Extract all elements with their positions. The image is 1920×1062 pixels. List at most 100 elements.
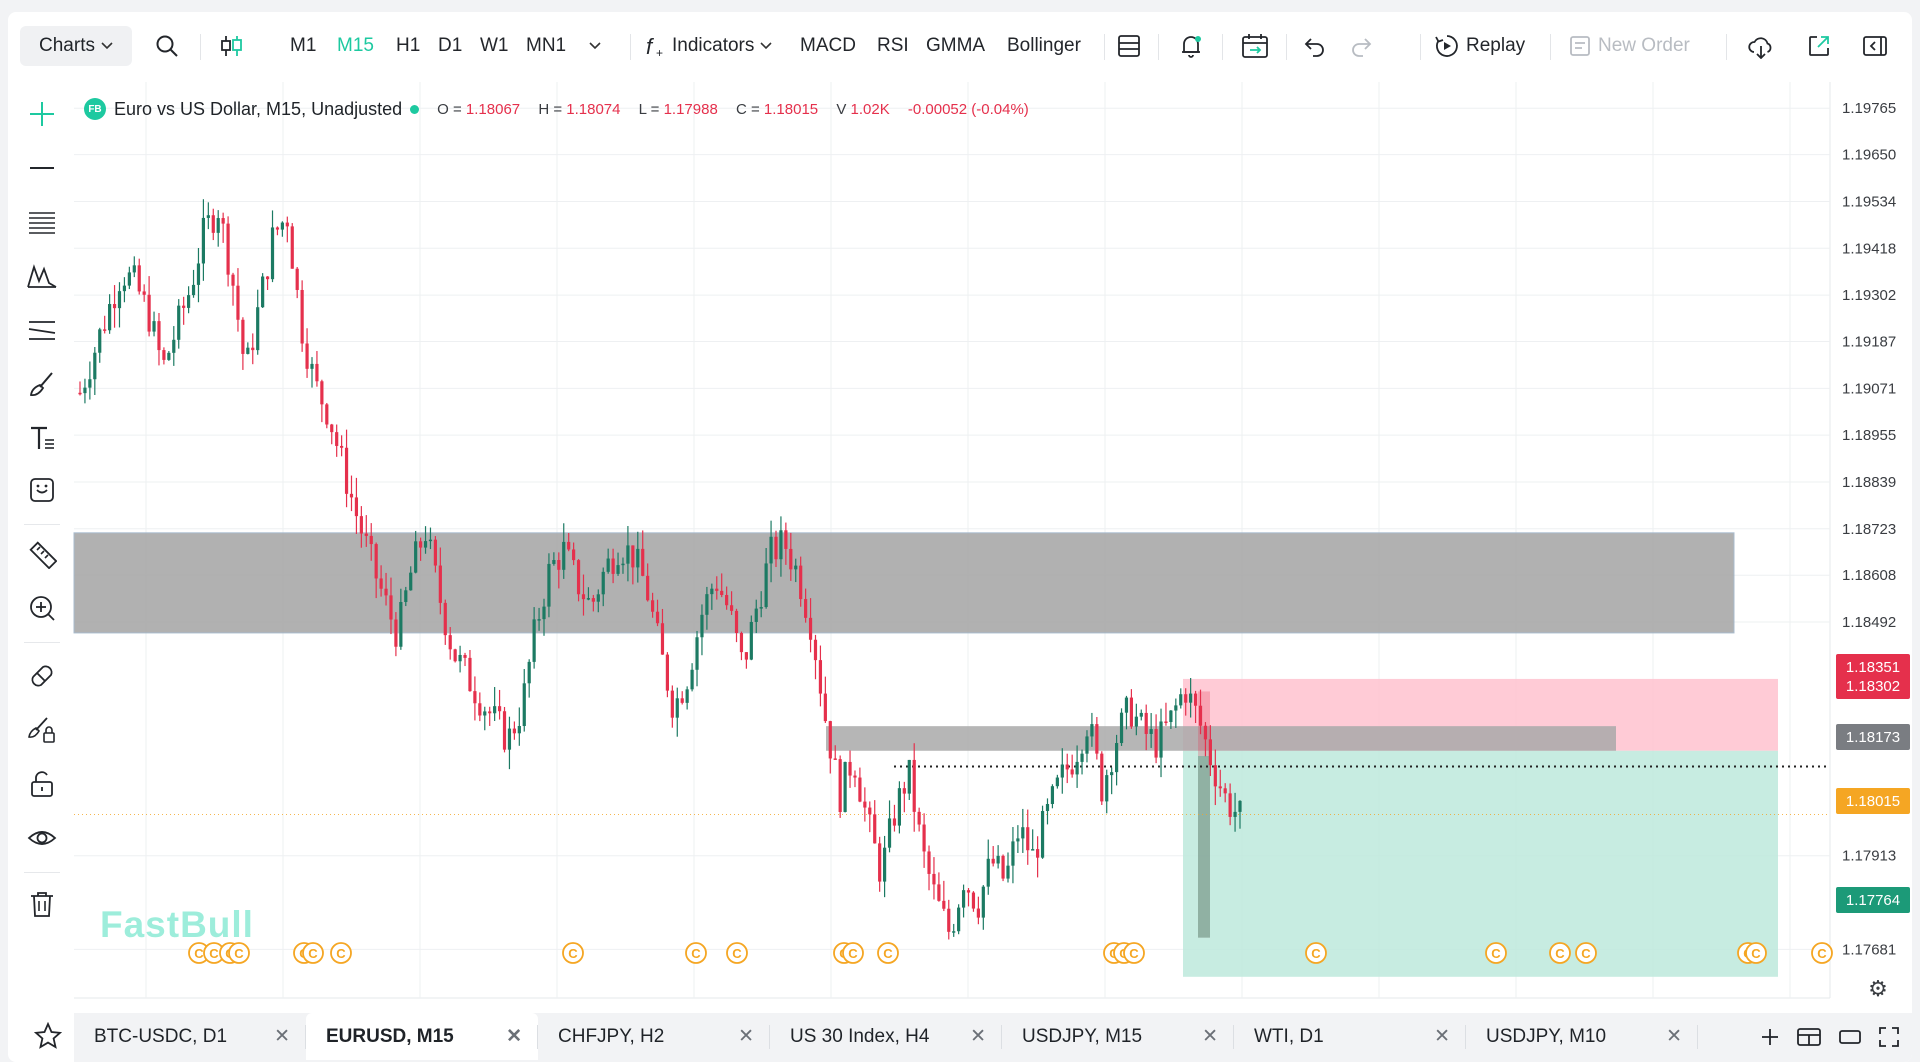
take-profit-zone (1183, 750, 1778, 977)
tab-us30-h4[interactable]: US 30 Index, H4 ✕ (770, 1013, 1002, 1060)
timeframe-m15[interactable]: M15 (337, 35, 374, 56)
candle-body (172, 339, 176, 353)
lock-drawings-brush-icon[interactable] (22, 710, 62, 750)
candle-body (206, 215, 210, 218)
chevron-down-icon (101, 42, 113, 50)
tab-chfjpy-h2[interactable]: CHFJPY, H2 ✕ (538, 1013, 770, 1060)
price-tag-label: 1.18302 (1846, 678, 1900, 695)
close-icon[interactable]: ✕ (970, 1026, 986, 1047)
economic-event-label: C (848, 946, 858, 961)
crosshair-plus-icon[interactable] (22, 94, 62, 134)
calendar-icon[interactable] (1238, 29, 1272, 63)
timeframe-mn1[interactable]: MN1 (526, 35, 567, 56)
new-order-button[interactable]: New Order (1568, 12, 1690, 80)
charts-menu-button[interactable]: Charts (20, 26, 132, 66)
y-tick-label: 1.18723 (1842, 521, 1896, 538)
magnet-icon[interactable] (22, 656, 62, 696)
collapse-panel-icon[interactable] (1858, 29, 1892, 63)
candle-body (799, 565, 803, 600)
share-external-icon[interactable] (1802, 29, 1836, 63)
candle-body (1114, 743, 1119, 773)
new-order-label: New Order (1598, 35, 1690, 56)
window-icon[interactable] (1838, 1027, 1862, 1047)
text-tool-icon[interactable] (22, 418, 62, 458)
timeframe-d1[interactable]: D1 (438, 35, 463, 56)
tab-wti-d1[interactable]: WTI, D1 ✕ (1234, 1013, 1466, 1060)
replay-button[interactable]: Replay (1434, 12, 1525, 80)
candle-body (261, 276, 265, 308)
ruler-measure-icon[interactable] (22, 534, 62, 574)
tab-usdjpy-m10[interactable]: USDJPY, M10 ✕ (1466, 1013, 1698, 1060)
undo-icon[interactable] (1298, 29, 1332, 63)
add-tab-plus-icon[interactable] (1760, 1027, 1780, 1047)
candle-body (690, 669, 694, 690)
candle-body (1065, 764, 1069, 770)
candlestick-type-icon[interactable] (214, 29, 248, 63)
timeframe-w1[interactable]: W1 (480, 35, 509, 56)
favorites-star-icon[interactable] (28, 1016, 68, 1056)
cloud-save-icon[interactable] (1744, 29, 1778, 63)
indicator-macd-button[interactable]: MACD (800, 35, 856, 56)
candle-body (1139, 712, 1143, 717)
fib-retracement-icon[interactable] (22, 202, 62, 242)
price-chart[interactable]: 1.19765 1.19650 1.19534 1.19418 1.19302 1.191… (8, 12, 1912, 1035)
candle-body (655, 611, 660, 624)
close-icon[interactable]: ✕ (738, 1026, 754, 1047)
candle-body (418, 541, 423, 548)
candle-body (996, 855, 1000, 864)
chart-area[interactable]: 1.19765 1.19650 1.19534 1.19418 1.19302 1.191… (8, 12, 1912, 1035)
price-axis (1830, 82, 1912, 1018)
timeframe-h1[interactable]: H1 (396, 35, 421, 56)
pattern-tool-icon[interactable] (22, 256, 62, 296)
brush-icon[interactable] (22, 364, 62, 404)
fullscreen-icon[interactable] (1878, 1026, 1900, 1048)
candle-body (221, 218, 225, 224)
indicator-gmma-button[interactable]: GMMA (926, 35, 986, 56)
candle-body (665, 654, 670, 691)
candle-body (112, 304, 117, 309)
candle-body (265, 276, 270, 280)
candle-body (957, 907, 961, 932)
economic-event-icon (1811, 942, 1833, 964)
alert-bell-icon[interactable] (1174, 29, 1208, 63)
trash-icon[interactable] (22, 884, 62, 924)
close-icon[interactable]: ✕ (1434, 1026, 1450, 1047)
economic-event-icon (1485, 942, 1507, 964)
trend-line-icon[interactable] (22, 148, 62, 188)
search-icon[interactable] (150, 29, 184, 63)
candle-body (167, 352, 171, 360)
candle-body (127, 272, 131, 286)
candle-body (572, 549, 576, 561)
symbol-title[interactable]: Euro vs US Dollar, M15, Unadjusted (114, 98, 403, 119)
candle-body (769, 536, 773, 564)
candle-body (1026, 827, 1030, 851)
layout-icon[interactable] (1112, 29, 1146, 63)
candle-body (611, 558, 615, 574)
indicator-bollinger-button[interactable]: Bollinger (1007, 35, 1081, 56)
indicator-rsi-button[interactable]: RSI (877, 35, 909, 56)
close-icon[interactable]: ✕ (274, 1026, 290, 1047)
candle-body (157, 321, 161, 351)
redo-icon[interactable] (1344, 29, 1378, 63)
market-open-dot (410, 104, 420, 114)
close-icon[interactable]: ✕ (1666, 1026, 1682, 1047)
tab-usdjpy-m15[interactable]: USDJPY, M15 ✕ (1002, 1013, 1234, 1060)
indicators-button[interactable]: f + Indicators (644, 12, 772, 80)
candle-body (201, 217, 206, 264)
candle-body (448, 635, 452, 650)
tab-eurusd-m15[interactable]: EURUSD, M15 ✕ (306, 1013, 538, 1060)
candle-body (142, 291, 146, 295)
parallel-channel-icon[interactable] (22, 310, 62, 350)
split-layout-icon[interactable] (1796, 1026, 1822, 1048)
visibility-eye-icon[interactable] (22, 818, 62, 858)
open-value: 1.18067 (465, 100, 521, 118)
unlock-icon[interactable] (22, 764, 62, 804)
timeframe-m1[interactable]: M1 (290, 35, 317, 56)
economic-event-label: C (1311, 946, 1321, 961)
close-icon[interactable]: ✕ (506, 1026, 522, 1047)
emoji-sticker-icon[interactable] (22, 470, 62, 510)
close-icon[interactable]: ✕ (1202, 1026, 1218, 1047)
zoom-in-icon[interactable] (22, 588, 62, 628)
timeframe-more-chevron-icon[interactable] (578, 29, 612, 63)
tab-btc-usdc-d1[interactable]: BTC-USDC, D1 ✕ (74, 1013, 306, 1060)
